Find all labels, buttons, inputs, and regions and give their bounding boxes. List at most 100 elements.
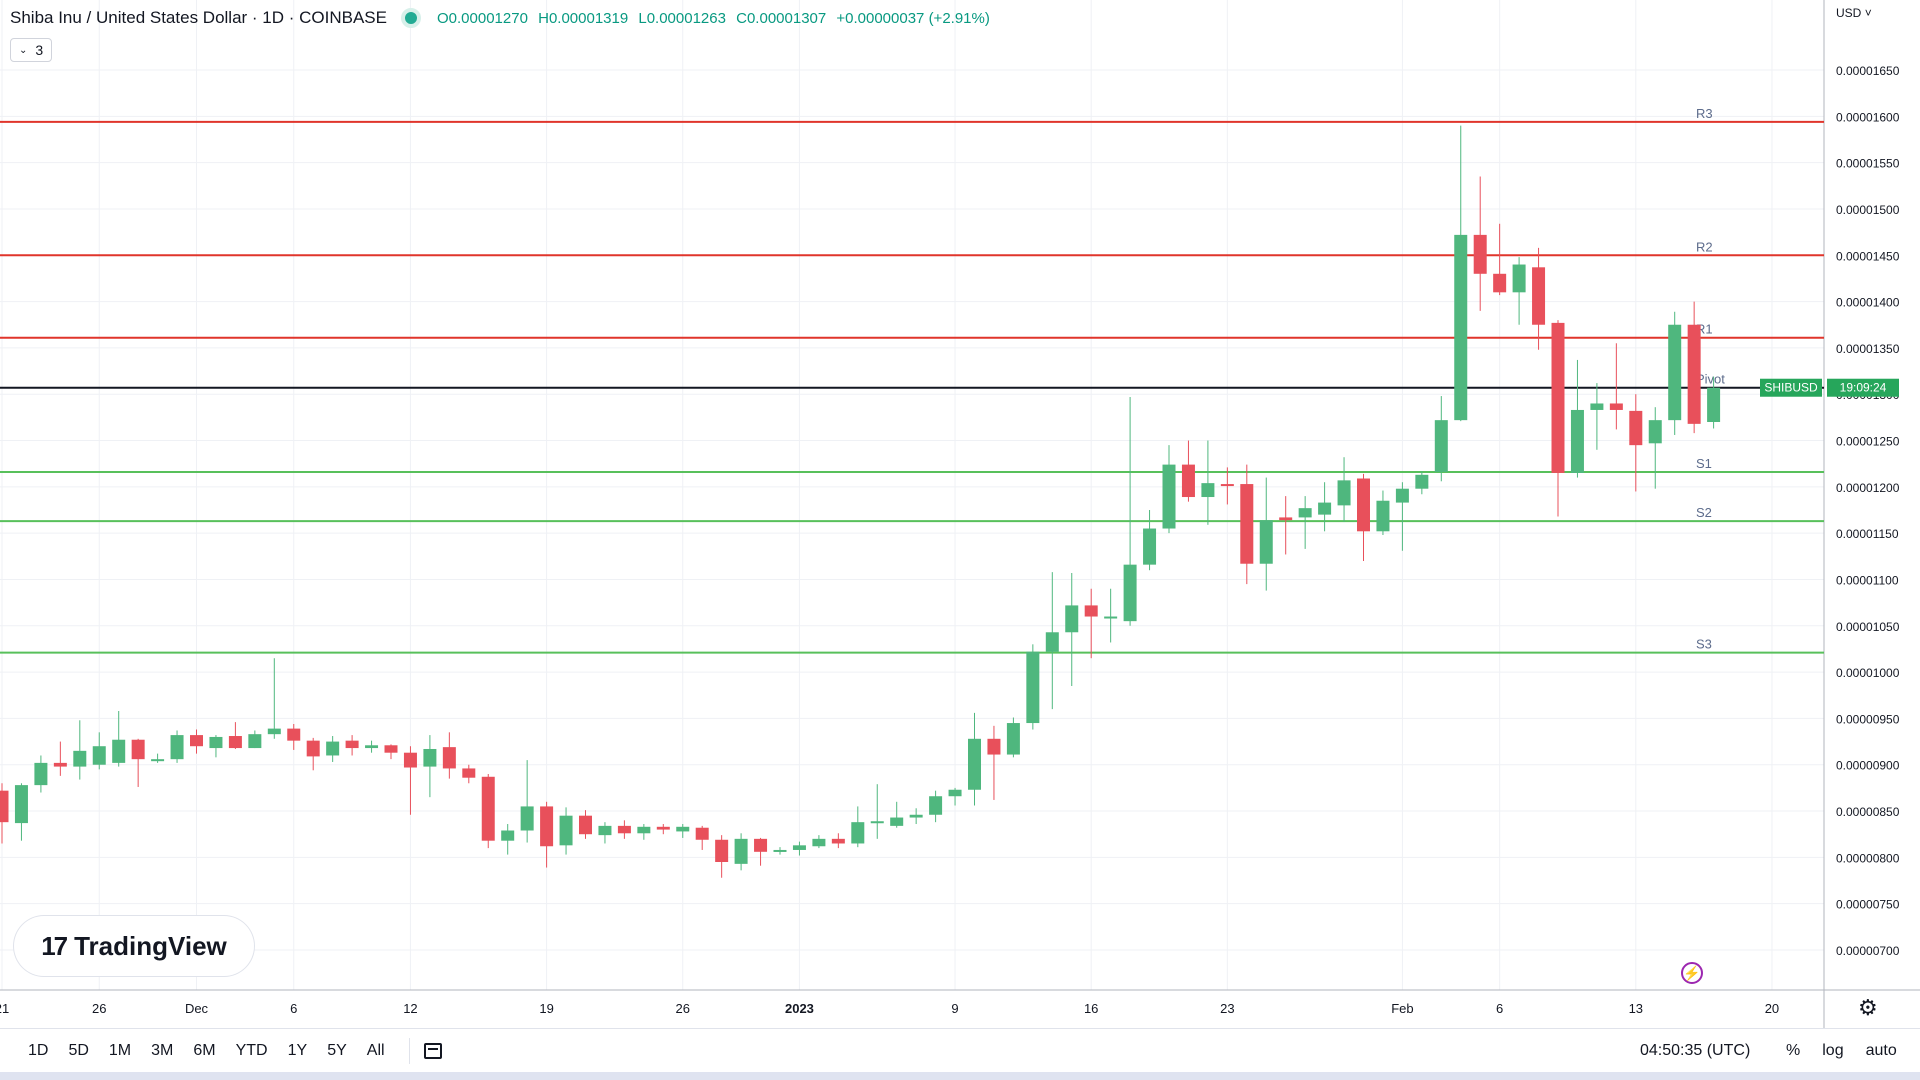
candle-body[interactable] <box>1473 234 1487 274</box>
candle-body[interactable] <box>598 825 612 836</box>
candle-body[interactable] <box>73 750 87 767</box>
candle-body[interactable] <box>1629 410 1643 446</box>
timeframe-all-button[interactable]: All <box>366 1042 385 1059</box>
candle-body[interactable] <box>1707 387 1721 422</box>
candle-body[interactable] <box>1240 484 1254 564</box>
lightning-icon[interactable]: ⚡ <box>1681 962 1703 984</box>
market-status-icon[interactable] <box>401 8 421 28</box>
candle-body[interactable] <box>1609 403 1623 410</box>
candle-body[interactable] <box>1454 234 1468 421</box>
candle-body[interactable] <box>1687 324 1701 424</box>
price-chart[interactable]: R3R2R1PivotS1S2S30.000016500.000016000.0… <box>0 0 1920 1028</box>
timeframe-3m-button[interactable]: 3M <box>151 1042 174 1059</box>
calendar-icon[interactable] <box>423 1043 442 1059</box>
candle-body[interactable] <box>228 736 242 749</box>
candle-body[interactable] <box>1220 484 1234 487</box>
candle-body[interactable] <box>462 768 476 778</box>
candle-body[interactable] <box>384 745 398 753</box>
candle-body[interactable] <box>248 734 262 749</box>
symbol-title[interactable]: Shiba Inu / United States Dollar · 1D · … <box>10 8 387 27</box>
candle-body[interactable] <box>870 821 884 824</box>
candle-body[interactable] <box>812 838 826 847</box>
currency-selector[interactable]: USD ˅ <box>1836 6 1872 20</box>
utc-clock[interactable]: 04:50:35 (UTC) <box>1640 1042 1751 1059</box>
candle-body[interactable] <box>831 838 845 844</box>
candle-body[interactable] <box>287 728 301 741</box>
candle-body[interactable] <box>190 735 203 747</box>
candle-body[interactable] <box>1376 500 1390 532</box>
candle-body[interactable] <box>209 736 223 749</box>
timeframe-1y-button[interactable]: 1Y <box>287 1042 308 1059</box>
candle-body[interactable] <box>1143 528 1157 565</box>
candle-body[interactable] <box>851 822 865 844</box>
auto-scale-toggle[interactable]: auto <box>1865 1042 1897 1059</box>
candle-body[interactable] <box>1512 264 1526 293</box>
candle-body[interactable] <box>617 825 631 834</box>
candle-body[interactable] <box>792 845 806 850</box>
candle-body[interactable] <box>1084 605 1098 617</box>
candle-body[interactable] <box>403 752 417 768</box>
candle-body[interactable] <box>987 738 1001 755</box>
candle-body[interactable] <box>481 776 495 841</box>
candle-body[interactable] <box>656 826 670 830</box>
candle-body[interactable] <box>326 741 340 756</box>
timeframe-1m-button[interactable]: 1M <box>108 1042 132 1059</box>
candle-body[interactable] <box>92 746 106 765</box>
indicators-toggle-button[interactable]: ⌄ 3 <box>10 38 53 62</box>
candle-body[interactable] <box>442 747 456 769</box>
candle-body[interactable] <box>1318 502 1332 515</box>
candle-body[interactable] <box>1201 483 1215 498</box>
candle-body[interactable] <box>1668 324 1682 421</box>
candle-body[interactable] <box>734 838 748 864</box>
log-scale-toggle[interactable]: log <box>1822 1042 1844 1059</box>
candle-body[interactable] <box>1434 420 1448 473</box>
tradingview-logo[interactable]: 17 TradingView <box>14 916 254 976</box>
candle-body[interactable] <box>501 830 515 841</box>
candle-body[interactable] <box>695 827 709 840</box>
candle-body[interactable] <box>676 826 690 832</box>
candle-body[interactable] <box>1045 632 1059 652</box>
candle-body[interactable] <box>131 739 145 760</box>
candle-body[interactable] <box>151 759 165 762</box>
candle-body[interactable] <box>1357 478 1370 532</box>
candle-body[interactable] <box>1162 464 1176 529</box>
candle-body[interactable] <box>34 762 48 786</box>
candle-body[interactable] <box>1648 420 1662 444</box>
candle-body[interactable] <box>1181 464 1195 498</box>
timeframe-5d-button[interactable]: 5D <box>68 1042 89 1059</box>
percent-scale-toggle[interactable]: % <box>1786 1042 1801 1059</box>
candle-body[interactable] <box>1006 723 1020 755</box>
candle-body[interactable] <box>909 814 923 818</box>
candle-body[interactable] <box>1415 474 1429 489</box>
candle-body[interactable] <box>1337 480 1351 506</box>
candle-body[interactable] <box>423 748 437 767</box>
candle-body[interactable] <box>579 815 592 835</box>
candle-body[interactable] <box>637 826 651 834</box>
candle-body[interactable] <box>365 745 379 749</box>
candle-body[interactable] <box>715 839 729 862</box>
candle-body[interactable] <box>773 849 787 852</box>
timeframe-1d-button[interactable]: 1D <box>28 1042 49 1059</box>
candle-body[interactable] <box>1026 651 1040 724</box>
candle-body[interactable] <box>559 815 573 846</box>
candle-body[interactable] <box>1279 517 1293 521</box>
candle-body[interactable] <box>1570 409 1584 473</box>
candle-body[interactable] <box>1395 488 1409 503</box>
candle-body[interactable] <box>112 739 126 763</box>
candle-body[interactable] <box>1590 403 1604 410</box>
candle-body[interactable] <box>14 785 28 824</box>
candle-body[interactable] <box>1532 267 1546 325</box>
candle-body[interactable] <box>170 735 184 760</box>
timeframe-ytd-button[interactable]: YTD <box>235 1042 268 1059</box>
candle-body[interactable] <box>754 838 768 852</box>
candle-body[interactable] <box>540 806 554 847</box>
candle-body[interactable] <box>1104 616 1118 619</box>
candle-body[interactable] <box>968 738 981 790</box>
candle-body[interactable] <box>948 789 962 797</box>
candle-body[interactable] <box>267 728 281 735</box>
gear-icon[interactable]: ⚙ <box>1858 995 1878 1020</box>
candle-body[interactable] <box>1298 508 1312 518</box>
candle-body[interactable] <box>1065 605 1079 633</box>
candle-body[interactable] <box>890 817 904 826</box>
